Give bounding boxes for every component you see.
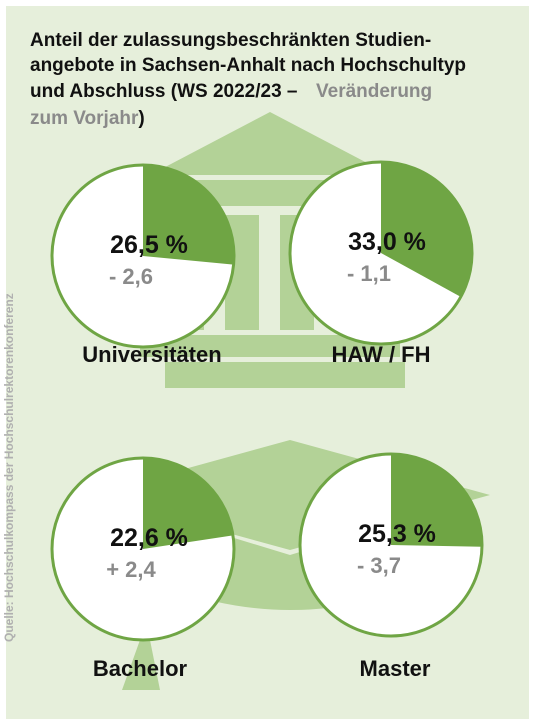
base: [165, 362, 405, 388]
category-label: Universitäten: [82, 342, 221, 367]
subtitle-line2: zum Vorjahr: [30, 108, 139, 129]
category-label: HAW / FH: [332, 342, 431, 367]
base: [140, 335, 400, 357]
title-subtitle: Veränderung zum Vorjahr): [30, 81, 432, 129]
subtitle: Veränderung: [316, 81, 432, 102]
title-end: ): [138, 108, 144, 129]
source: Quelle: Hochschulkompass der Hochschulre…: [2, 293, 16, 642]
value-label: 22,6 %: [110, 524, 188, 552]
pie-slice: [143, 458, 233, 549]
change-label: - 2,6: [109, 264, 153, 289]
pie-slice: [391, 454, 482, 547]
pie-slice: [381, 162, 472, 297]
change-label: - 3,7: [357, 553, 401, 578]
pie-slice: [143, 165, 234, 265]
change-label: - 1,1: [347, 261, 391, 286]
title: Anteil der zulassungsbeschränkten Studie…: [30, 30, 466, 102]
value-label: 26,5 %: [110, 231, 188, 259]
change-label: + 2,4: [106, 557, 156, 582]
roof: [150, 112, 390, 175]
category-label: Master: [360, 656, 431, 681]
value-label: 33,0 %: [348, 228, 426, 256]
category-label: Bachelor: [93, 656, 188, 681]
value-label: 25,3 %: [358, 520, 436, 548]
